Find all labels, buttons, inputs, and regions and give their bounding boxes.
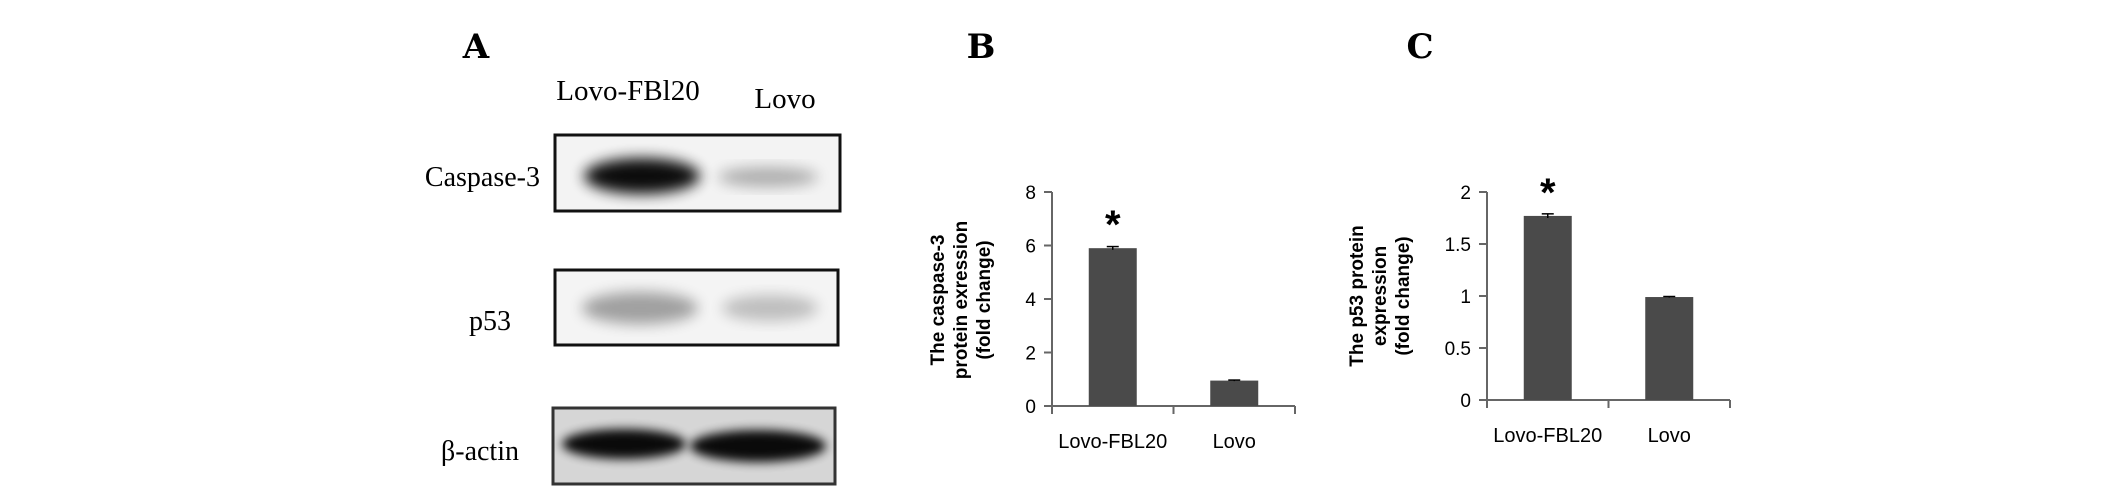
y-tick-label: 2: [1460, 183, 1471, 204]
y-tick-label: 2: [1025, 344, 1036, 365]
y-tick-label: 4: [1025, 290, 1036, 311]
lane-label-lovo: Lovo: [754, 83, 815, 115]
y-axis-label-line: (fold change): [1393, 236, 1414, 355]
y-axis-label-line: protein exression: [951, 221, 972, 379]
y-tick-label: 1.5: [1445, 235, 1471, 256]
y-axis-label-line: The p53 protein: [1347, 225, 1368, 366]
bar: [1210, 380, 1259, 406]
y-tick-label: 0: [1025, 397, 1036, 418]
y-axis-label: The caspase-3 protein exression (fold chan…: [928, 221, 995, 379]
band-p53-lovo: [722, 295, 818, 321]
significance-marker: *: [1105, 203, 1121, 247]
chart-caspase-3: 0 2 4 6 8 Lovo-FBL20 * Lovo The caspase-3 protein…: [928, 183, 1296, 453]
panel-letter-a: A: [462, 27, 490, 67]
bar: [1645, 297, 1694, 400]
blot-label-beta-actin: β-actin: [441, 436, 519, 467]
y-tick-label: 0.5: [1445, 339, 1471, 360]
y-tick-label: 1: [1460, 287, 1471, 308]
y-axis-label-line: expression: [1370, 246, 1391, 346]
blot-label-p53: p53: [469, 306, 511, 337]
band-caspase-3-lovo: [718, 167, 818, 187]
y-axis-label-line: The caspase-3: [928, 235, 949, 366]
bar: [1523, 215, 1572, 400]
chart-p53: 0 0.5 1 1.5 2 Lovo-FBL20 * Lovo The p53 protein e…: [1347, 171, 1731, 447]
y-axis-label: The p53 protein expression (fold change): [1347, 225, 1414, 366]
x-tick-label: Lovo: [1213, 431, 1256, 453]
band-beta-actin-lovo-fbl20: [562, 429, 686, 459]
panel-letter-c: C: [1406, 27, 1433, 67]
y-tick-label: 8: [1025, 183, 1036, 204]
bar: [1088, 248, 1137, 406]
blot-label-caspase-3: Caspase-3: [425, 162, 540, 193]
lane-label-lovo-fbl20: Lovo-FBl20: [556, 75, 699, 107]
band-p53-lovo-fbl20: [582, 292, 698, 324]
x-tick-label: Lovo-FBL20: [1058, 431, 1167, 453]
band-beta-actin-lovo: [690, 430, 826, 462]
panel-letter-b: B: [967, 27, 996, 67]
y-axis-label-line: (fold change): [974, 240, 995, 359]
significance-marker: *: [1540, 171, 1556, 215]
y-tick-label: 6: [1025, 237, 1036, 258]
western-blot-panel: Lovo-FBl20 Lovo Caspase-3 p53 β-actin: [425, 75, 842, 486]
y-tick-label: 0: [1460, 391, 1471, 412]
x-tick-label: Lovo: [1648, 425, 1691, 447]
band-caspase-3-lovo-fbl20: [584, 158, 700, 194]
x-tick-label: Lovo-FBL20: [1493, 425, 1602, 447]
